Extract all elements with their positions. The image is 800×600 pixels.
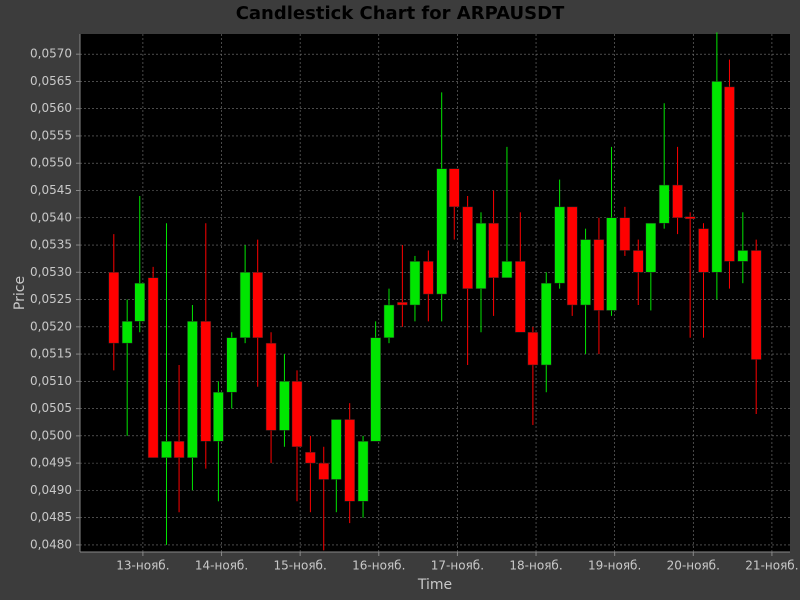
- x-tick-label: 20-нояб.: [667, 559, 720, 573]
- y-tick-label: 0,0520: [30, 319, 72, 333]
- candle-body: [462, 206, 473, 289]
- y-tick-label: 0,0530: [30, 265, 72, 279]
- plot-area: [80, 34, 790, 552]
- candle-body: [108, 272, 120, 344]
- candle-body: [187, 321, 198, 458]
- candle-body: [449, 168, 460, 208]
- candle-body: [265, 342, 277, 431]
- y-tick-label: 0,0525: [30, 292, 72, 306]
- y-tick-label: 0,0485: [30, 510, 72, 524]
- y-tick-label: 0,0515: [30, 347, 72, 361]
- candle-body: [566, 206, 578, 306]
- candle-body: [121, 321, 133, 344]
- x-tick-label: 15-нояб.: [274, 559, 327, 573]
- candle-body: [305, 451, 316, 464]
- y-tick-label: 0,0565: [30, 74, 72, 88]
- candle-body: [318, 462, 330, 480]
- candle-body: [672, 184, 683, 219]
- candle-body: [750, 250, 762, 360]
- candle-body: [554, 206, 565, 284]
- candle-body: [593, 239, 605, 311]
- candle-body: [279, 381, 290, 431]
- candle-body: [658, 184, 670, 224]
- candle-body: [580, 239, 591, 306]
- candle-body: [147, 277, 159, 458]
- candle-body: [711, 81, 723, 273]
- candle-body: [606, 217, 617, 311]
- candle-body: [409, 261, 421, 306]
- x-tick-label: 14-нояб.: [195, 559, 248, 573]
- x-axis-title: Time: [417, 577, 452, 593]
- y-tick-label: 0,0505: [30, 401, 72, 415]
- candle-body: [540, 282, 552, 366]
- candle-body: [397, 302, 408, 306]
- candle-body: [161, 441, 172, 458]
- x-tick-label: 21-нояб.: [745, 559, 798, 573]
- y-tick-label: 0,0570: [30, 47, 72, 61]
- candle-body: [383, 304, 395, 338]
- y-tick-label: 0,0490: [30, 483, 72, 497]
- x-tick-label: 13-нояб.: [116, 559, 169, 573]
- y-tick-label: 0,0500: [30, 428, 72, 442]
- candle-body: [632, 250, 644, 273]
- candle-body: [370, 337, 381, 442]
- candle-body: [423, 261, 434, 295]
- candle-body: [619, 217, 631, 251]
- candle-body: [515, 261, 526, 333]
- candle-body: [698, 228, 709, 273]
- candle-body: [436, 168, 447, 295]
- x-tick-label: 19-нояб.: [588, 559, 641, 573]
- y-tick-label: 0,0540: [30, 210, 72, 224]
- y-tick-label: 0,0560: [30, 101, 72, 115]
- y-tick-label: 0,0545: [30, 183, 72, 197]
- candle-body: [684, 216, 696, 220]
- y-tick-label: 0,0495: [30, 456, 72, 470]
- candle-body: [291, 381, 303, 448]
- candle-body: [645, 222, 657, 273]
- candle-body: [252, 272, 263, 338]
- x-tick-label: 17-нояб.: [431, 559, 484, 573]
- candle-body: [226, 337, 238, 393]
- chart-title: Candlestick Chart for ARPAUSDT: [236, 3, 565, 24]
- candle-body: [331, 419, 342, 480]
- y-tick-label: 0,0550: [30, 156, 72, 170]
- candle-body: [357, 441, 369, 502]
- candle-body: [501, 261, 513, 278]
- candle-body: [527, 332, 539, 366]
- y-tick-label: 0,0510: [30, 374, 72, 388]
- candle-body: [724, 86, 735, 262]
- candle-body: [737, 250, 749, 262]
- candle-body: [475, 222, 487, 289]
- y-tick-label: 0,0535: [30, 238, 72, 252]
- candle-body: [488, 222, 499, 278]
- candle-body: [344, 419, 355, 502]
- candle-body: [200, 321, 212, 442]
- x-tick-label: 16-нояб.: [352, 559, 405, 573]
- candle-body: [239, 272, 251, 338]
- candle-body: [134, 282, 146, 322]
- y-tick-label: 0,0480: [30, 537, 72, 551]
- y-axis-title: Price: [12, 276, 28, 310]
- y-tick-label: 0,0555: [30, 128, 72, 142]
- candle-body: [173, 441, 185, 458]
- x-tick-label: 18-нояб.: [509, 559, 562, 573]
- candle-body: [213, 391, 224, 442]
